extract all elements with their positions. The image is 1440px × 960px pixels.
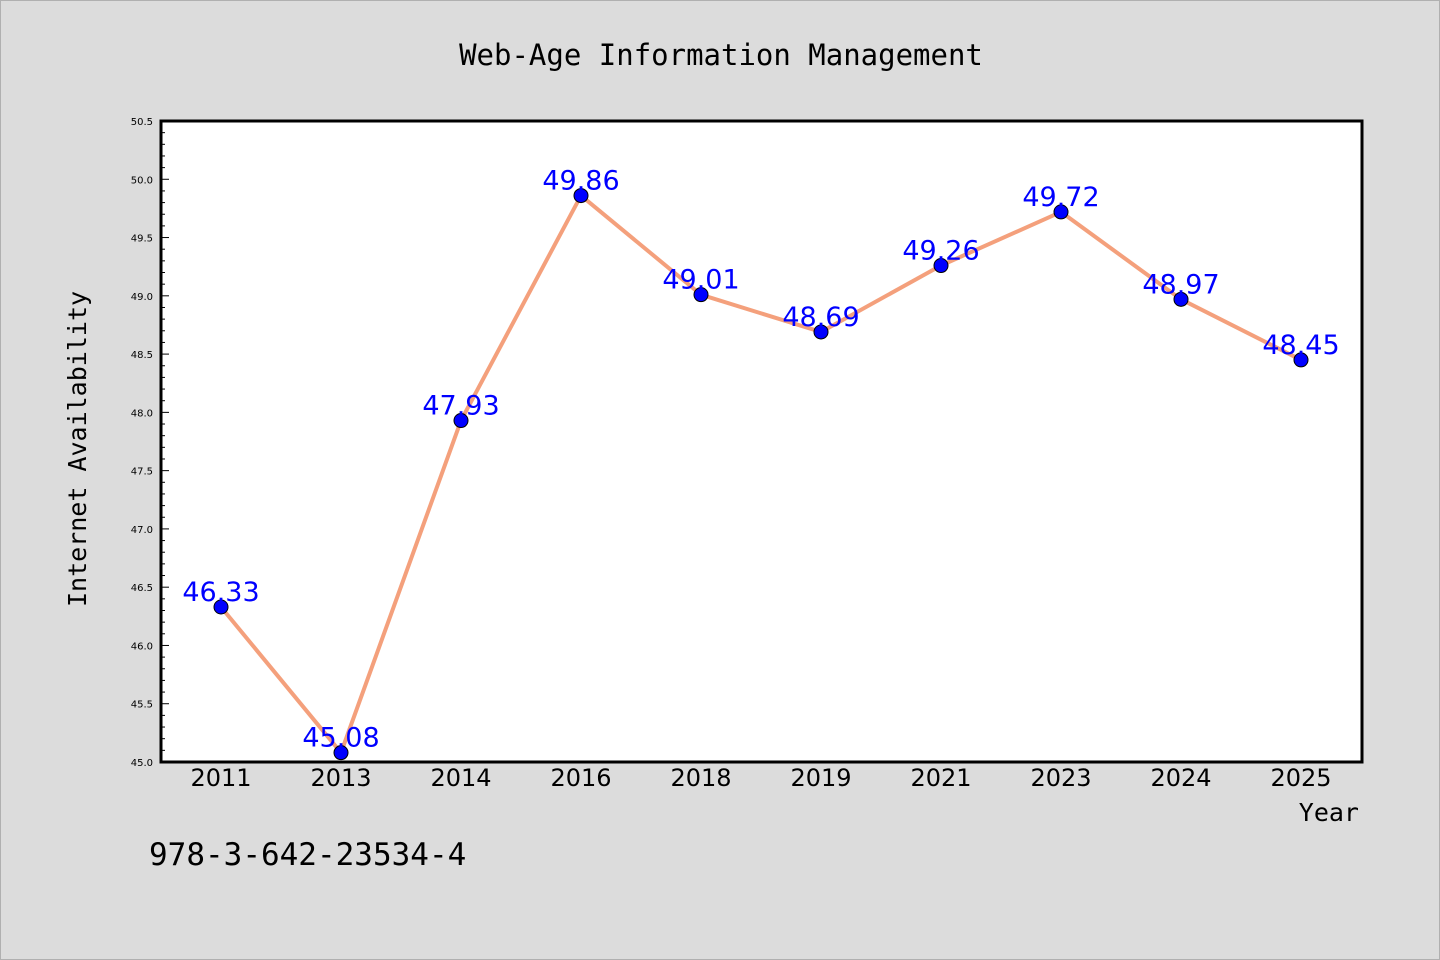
y-axis-title: Internet Availability <box>63 291 92 607</box>
x-axis-title: Year <box>1299 798 1359 827</box>
series-layer <box>213 188 1309 761</box>
x-tick-label: 2023 <box>1030 764 1091 792</box>
data-point <box>933 258 949 274</box>
x-tick-label: 2014 <box>430 764 491 792</box>
y-tick-label: 49.0 <box>131 292 153 303</box>
x-tick-label: 2021 <box>910 764 971 792</box>
y-tick-label: 45.5 <box>131 700 153 711</box>
data-label: 49.72 <box>1022 182 1099 213</box>
data-labels: 46.33 45.08 47.93 49.86 49.01 48.69 49.26 49.72… <box>182 166 1339 754</box>
y-tick-label: 46.5 <box>131 583 153 594</box>
data-label: 48.69 <box>782 302 859 333</box>
data-point <box>333 745 349 761</box>
y-tick-label: 46.0 <box>131 641 153 652</box>
data-label: 49.86 <box>542 166 619 197</box>
data-point <box>213 599 229 615</box>
series-line <box>219 193 1302 755</box>
plot-area <box>159 119 1364 764</box>
y-tick-label: 50.5 <box>131 117 153 128</box>
data-point <box>693 287 709 303</box>
x-tick-label: 2013 <box>310 764 371 792</box>
isbn-footnote: 978-3-642-23534-4 <box>149 837 466 873</box>
y-tick-label: 47.5 <box>131 467 153 478</box>
data-label: 46.33 <box>182 577 259 608</box>
data-point <box>573 188 589 204</box>
y-tick-label: 50.0 <box>131 175 153 186</box>
data-point <box>1173 291 1189 307</box>
y-tick-label: 48.5 <box>131 350 153 361</box>
x-tick-label: 2018 <box>670 764 731 792</box>
data-label: 47.93 <box>422 391 499 422</box>
data-point <box>453 413 469 429</box>
data-point <box>1293 352 1309 368</box>
data-label: 48.45 <box>1262 330 1339 361</box>
data-label: 49.26 <box>902 236 979 267</box>
x-tick-label: 2025 <box>1270 764 1331 792</box>
x-tick-label: 2011 <box>190 764 251 792</box>
x-tick-label: 2024 <box>1150 764 1211 792</box>
data-point <box>813 324 829 340</box>
data-label: 48.97 <box>1142 269 1219 300</box>
data-label: 45.08 <box>302 723 379 754</box>
y-tick-label: 45.0 <box>131 758 153 769</box>
x-axis: 2011 2013 2014 2016 2018 2019 2021 2023 2024 2025 <box>190 764 1331 792</box>
y-axis: 45.0 45.5 46.0 46.5 47.0 47.5 48.0 48.5 49.0 49.5… <box>131 117 169 769</box>
y-tick-label: 48.0 <box>131 408 153 419</box>
y-tick-label: 49.5 <box>131 234 153 245</box>
data-point <box>1053 204 1069 220</box>
x-tick-label: 2019 <box>790 764 851 792</box>
chart-title: Web-Age Information Management <box>459 38 983 72</box>
data-label: 49.01 <box>662 265 739 296</box>
y-tick-label: 47.0 <box>131 525 153 536</box>
x-tick-label: 2016 <box>550 764 611 792</box>
